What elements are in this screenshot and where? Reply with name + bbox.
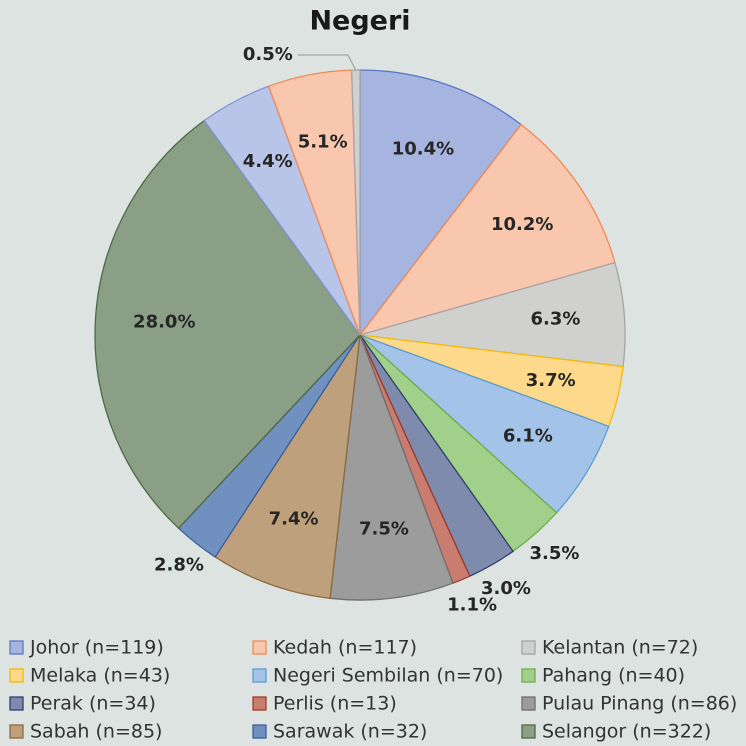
data-label: 1.1% bbox=[447, 595, 497, 616]
data-label: 10.2% bbox=[491, 214, 553, 235]
leader-line bbox=[297, 54, 357, 71]
pie-slice bbox=[359, 69, 523, 337]
data-label: 28.0% bbox=[133, 312, 195, 333]
legend-swatch bbox=[252, 724, 267, 739]
data-label: 3.0% bbox=[481, 578, 531, 599]
legend-label: Sabah (n=85) bbox=[30, 721, 162, 743]
legend-swatch bbox=[521, 640, 536, 655]
data-label: 7.4% bbox=[269, 509, 319, 530]
legend-label: Perak (n=34) bbox=[30, 693, 156, 715]
chart-title: Negeri bbox=[309, 6, 410, 37]
legend-label: Pahang (n=40) bbox=[542, 665, 685, 687]
data-label: 2.8% bbox=[154, 554, 204, 575]
legend-label: Sarawak (n=32) bbox=[273, 721, 427, 743]
legend-swatch bbox=[521, 696, 536, 711]
legend-label: Kelantan (n=72) bbox=[542, 637, 698, 659]
pie-slice bbox=[358, 123, 616, 337]
legend-swatch bbox=[9, 696, 24, 711]
data-label: 6.1% bbox=[503, 425, 553, 446]
legend-label: Johor (n=119) bbox=[29, 637, 164, 659]
legend-swatch bbox=[9, 640, 24, 655]
pie-slice bbox=[94, 119, 361, 530]
legend-swatch bbox=[252, 640, 267, 655]
legend-swatch bbox=[9, 668, 24, 683]
pie-slice bbox=[214, 334, 361, 600]
data-label: 6.3% bbox=[531, 309, 581, 330]
data-label: 5.1% bbox=[298, 131, 348, 152]
pie-slice bbox=[329, 334, 454, 601]
legend-swatch bbox=[252, 696, 267, 711]
legend-label: Selangor (n=322) bbox=[542, 721, 711, 743]
legend-label: Negeri Sembilan (n=70) bbox=[273, 665, 503, 687]
data-label: 10.4% bbox=[392, 138, 454, 159]
legend-label: Perlis (n=13) bbox=[273, 693, 397, 715]
legend-label: Pulau Pinang (n=86) bbox=[542, 693, 737, 715]
legend-label: Kedah (n=117) bbox=[273, 637, 417, 659]
legend-label: Melaka (n=43) bbox=[30, 665, 170, 687]
data-label: 4.4% bbox=[243, 151, 293, 172]
legend-swatch bbox=[521, 668, 536, 683]
legend-swatch bbox=[521, 724, 536, 739]
data-label: 3.7% bbox=[526, 370, 576, 391]
data-label: 0.5% bbox=[243, 44, 293, 65]
legend-swatch bbox=[252, 668, 267, 683]
data-label: 7.5% bbox=[359, 519, 409, 540]
legend-swatch bbox=[9, 724, 24, 739]
data-label: 3.5% bbox=[529, 543, 579, 564]
